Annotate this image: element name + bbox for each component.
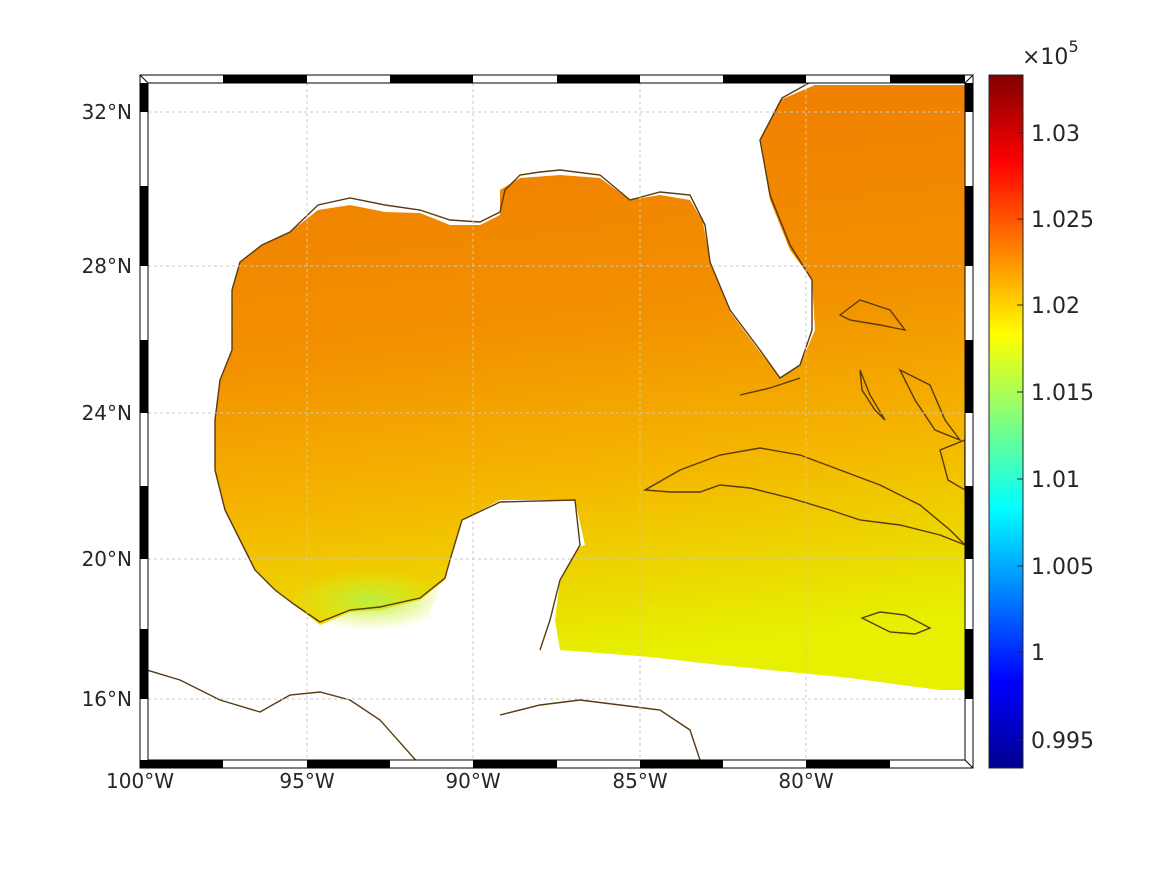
lon-label: 95°W: [279, 769, 334, 793]
colorbar-exponent-base: ×10: [1022, 45, 1068, 70]
coast-cuba: [642, 447, 965, 546]
coast-jamaica: [860, 611, 932, 635]
colorbar-tick-label: 1.01: [1031, 468, 1080, 493]
coast-gulf-west: [214, 290, 581, 651]
lon-label: 85°W: [612, 769, 667, 793]
lat-label: 28°N: [82, 254, 132, 278]
colorbar-tick-label: 1.005: [1031, 555, 1094, 580]
coastline: [148, 83, 965, 760]
colorbar-gradient: [988, 74, 1024, 769]
colorbar-exponent-power: 5: [1068, 37, 1078, 56]
lat-label: 32°N: [82, 100, 132, 124]
coast-honduras: [499, 699, 701, 760]
pressure-field: [215, 85, 965, 690]
coast-gulf-north: [231, 83, 813, 379]
map-grid: [148, 83, 965, 760]
land-florida: [700, 150, 805, 378]
lon-label: 80°W: [778, 769, 833, 793]
colorbar-tick-label: 1.015: [1031, 381, 1094, 406]
coast-central-america: [148, 669, 417, 760]
colorbar-tick-label: 1.02: [1031, 294, 1080, 319]
lat-label: 16°N: [82, 687, 132, 711]
lat-label: 24°N: [82, 401, 132, 425]
coast-bahamas-2: [859, 369, 886, 421]
colorbar-tick-label: 1.025: [1031, 208, 1094, 233]
colorbar-tick-label: 1.03: [1031, 122, 1080, 147]
colorbar: 1.03 1.025 1.02 1.015 1.01 1.005 1 0.995…: [988, 37, 1094, 769]
colorbar-tick-label: 1: [1031, 641, 1045, 666]
lon-label: 100°W: [106, 769, 174, 793]
colorbar-exponent: ×105: [1022, 37, 1079, 70]
map-frame: [139, 74, 974, 769]
coast-hispaniola: [939, 439, 965, 491]
lat-labels: 32°N 28°N 24°N 20°N 16°N: [82, 100, 132, 711]
lon-labels: 100°W 95°W 90°W 85°W 80°W: [106, 769, 834, 793]
lon-label: 90°W: [445, 769, 500, 793]
lat-label: 20°N: [82, 547, 132, 571]
colorbar-tick-label: 0.995: [1031, 729, 1094, 754]
low-pressure-patch: [290, 570, 450, 630]
land-yucatan: [430, 505, 580, 680]
field-gulf-of-mexico: [215, 85, 965, 690]
coast-bahamas-1: [838, 299, 907, 332]
coast-bahamas-3: [898, 368, 963, 442]
coast-keys: [739, 377, 801, 396]
